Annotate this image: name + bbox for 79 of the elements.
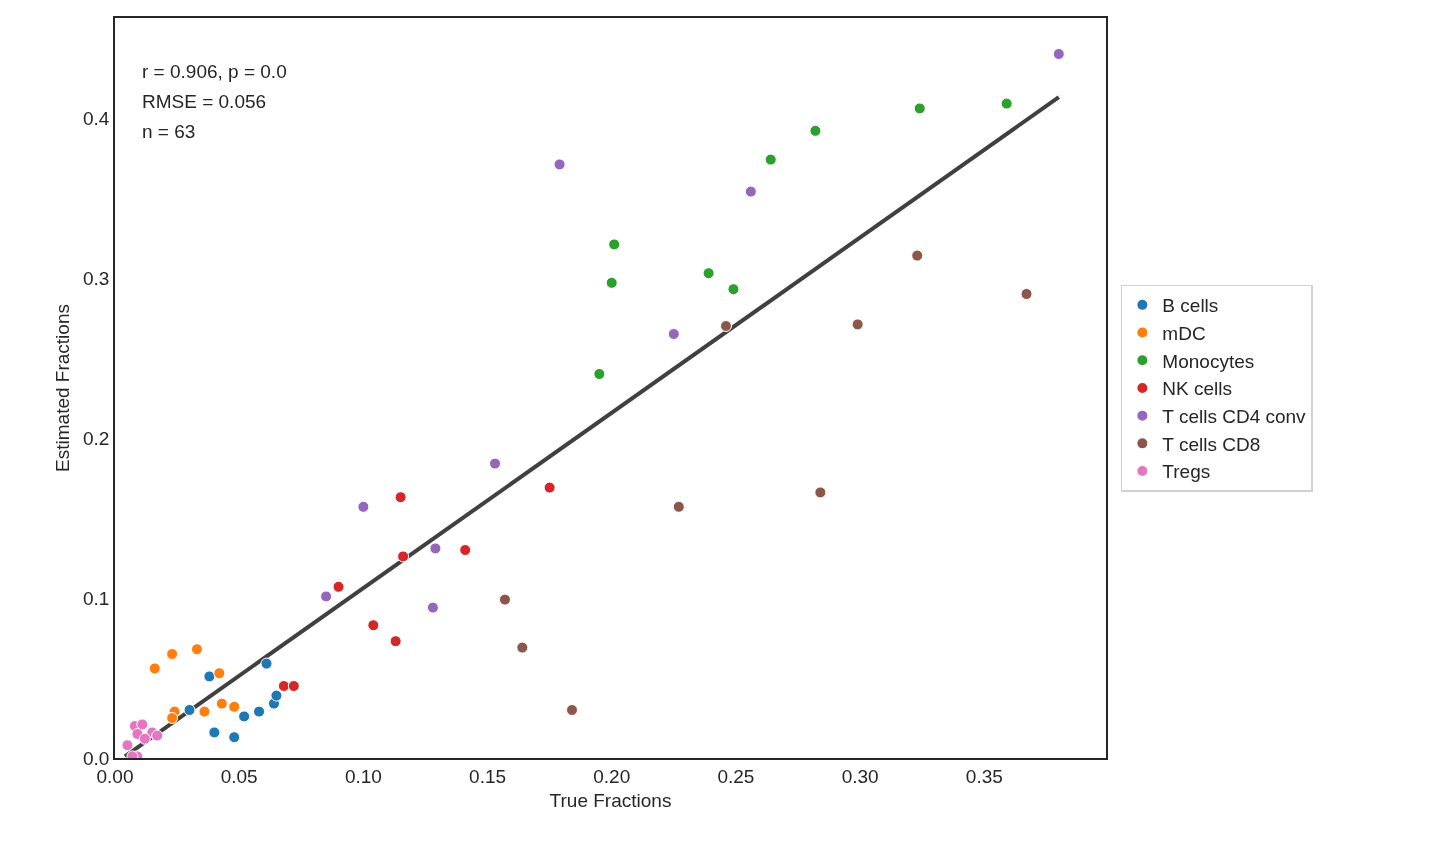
x-tick-label: 0.30: [841, 765, 879, 787]
x-tick-label: 0.35: [965, 765, 1003, 787]
x-tick-label: 0.15: [469, 765, 507, 787]
point: [166, 648, 179, 660]
annotation: RMSE = 0.056: [142, 91, 267, 112]
point: [809, 124, 822, 137]
x-tick-label: 0.05: [220, 765, 258, 787]
point: [215, 697, 228, 710]
point: [203, 670, 216, 683]
point: [1052, 48, 1065, 60]
point: [121, 739, 134, 752]
legend-label: T cells CD4 conv: [1162, 406, 1307, 428]
annotation: n = 63: [142, 121, 196, 142]
point: [367, 619, 380, 632]
point: [1020, 288, 1033, 300]
y-tick-label: 0.4: [83, 107, 110, 129]
point: [566, 704, 578, 716]
point: [138, 732, 151, 745]
point: [136, 718, 149, 731]
legend-label: Tregs: [1162, 461, 1211, 483]
point: [498, 593, 511, 606]
point: [553, 158, 566, 171]
y-tick-label: 0.1: [83, 587, 110, 609]
legend-label: mDC: [1162, 322, 1206, 344]
legend-label: Monocytes: [1162, 350, 1255, 372]
point: [270, 689, 283, 702]
point: [426, 601, 439, 614]
point: [764, 153, 777, 166]
point: [702, 267, 715, 280]
point: [719, 320, 732, 332]
point: [605, 276, 618, 289]
point: [911, 249, 924, 262]
point: [429, 542, 442, 555]
point: [213, 667, 226, 680]
point: [489, 457, 502, 470]
legend-label: T cells CD8: [1162, 433, 1261, 455]
legend-label: NK cells: [1162, 378, 1233, 400]
point: [389, 635, 402, 648]
point: [253, 705, 266, 718]
point: [228, 731, 241, 744]
x-tick-label: 0.10: [344, 765, 382, 787]
point: [228, 700, 241, 713]
point: [166, 712, 179, 724]
point: [516, 641, 529, 654]
y-tick-label: 0.2: [83, 427, 110, 449]
point: [672, 500, 685, 513]
annotation: r = 0.906, p = 0.0: [142, 61, 287, 82]
point: [287, 680, 300, 692]
legend-label: B cells: [1162, 295, 1219, 317]
point: [260, 657, 273, 670]
point: [190, 643, 203, 656]
point: [332, 580, 345, 593]
x-tick-label: 0.25: [717, 765, 755, 787]
point: [320, 590, 333, 603]
point: [183, 704, 196, 716]
point: [397, 550, 410, 563]
x-tick-label: 0.20: [593, 765, 631, 787]
point: [727, 283, 740, 296]
point: [1000, 97, 1013, 110]
point: [394, 491, 407, 504]
point: [277, 680, 290, 692]
y-tick-label: 0.3: [83, 267, 110, 289]
point: [543, 481, 556, 494]
point: [208, 726, 221, 739]
point: [459, 544, 472, 556]
point: [608, 238, 621, 251]
point: [198, 705, 211, 718]
point: [913, 102, 926, 115]
point: [593, 368, 606, 380]
point: [148, 662, 161, 675]
point: [357, 500, 370, 513]
point: [667, 328, 680, 340]
point: [744, 185, 757, 198]
point: [851, 318, 864, 331]
point: [238, 710, 251, 723]
point: [814, 486, 827, 499]
y-axis-title: Estimated Fractions: [52, 304, 74, 472]
point: [151, 729, 164, 742]
x-axis-title: True Fractions: [549, 789, 672, 811]
